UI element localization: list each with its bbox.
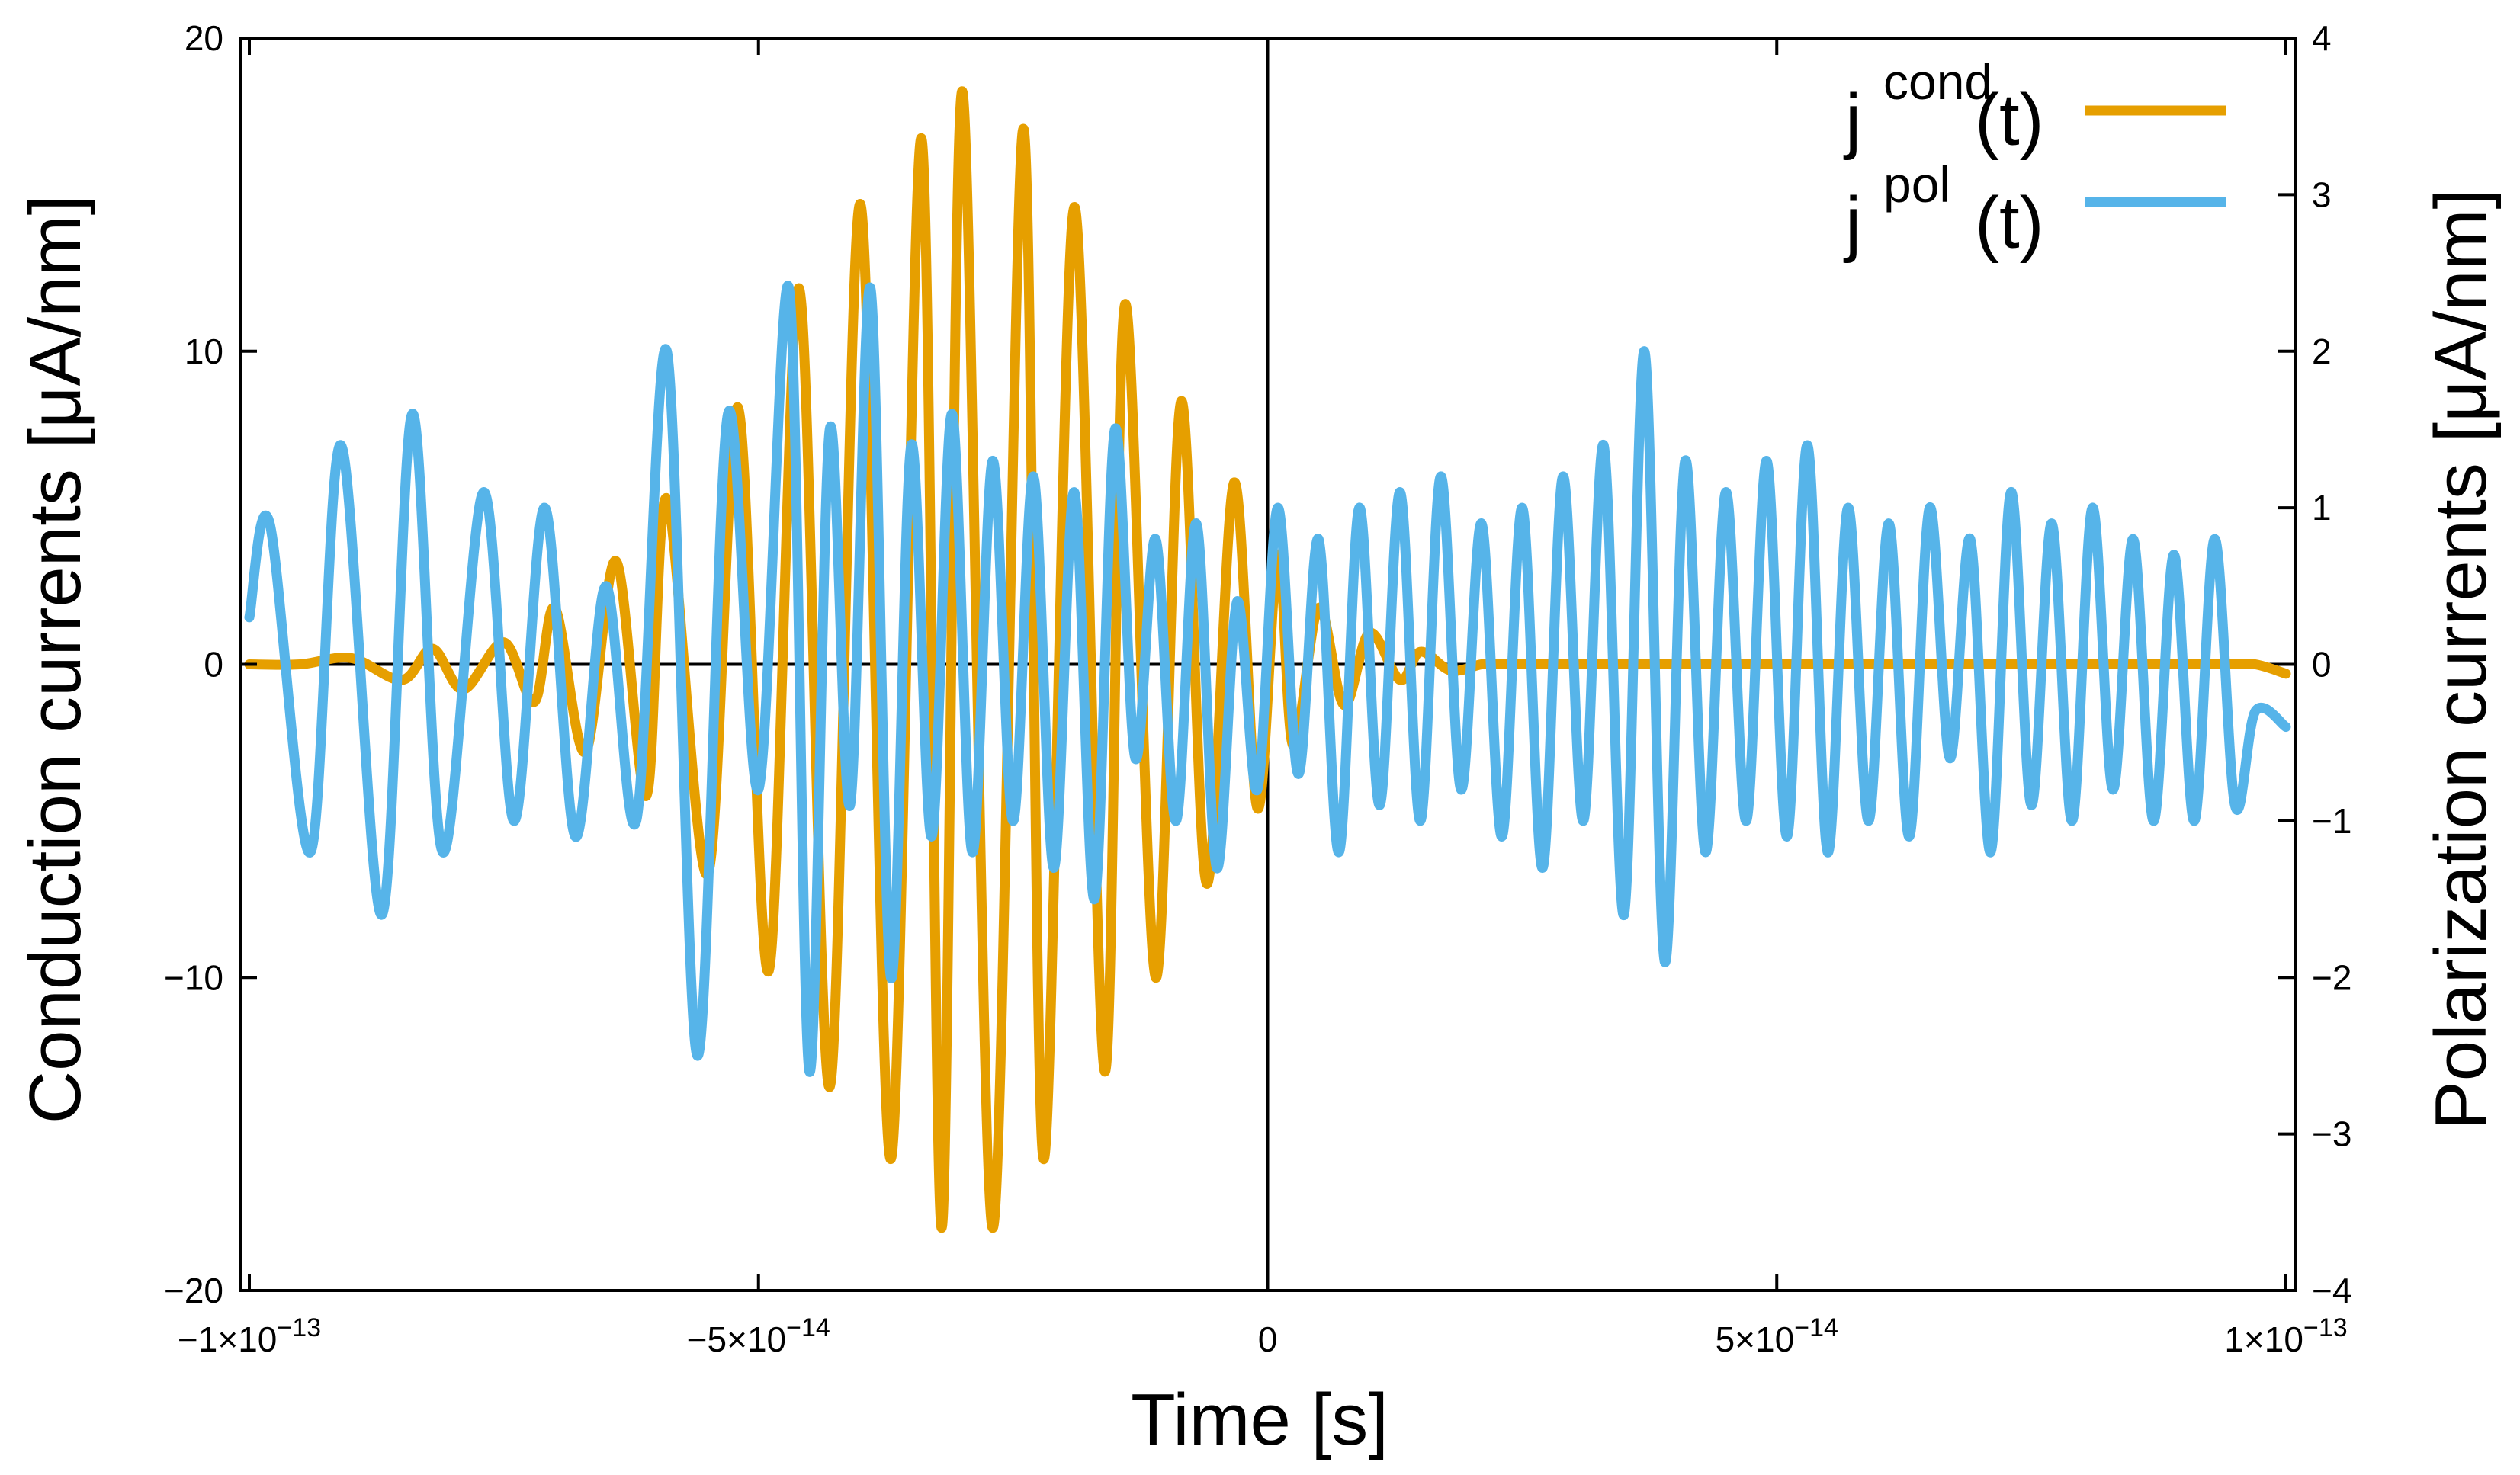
series-line-pol [244,281,2291,1077]
series-layer [244,86,2291,1233]
y-right-tick-label: 2 [2312,332,2332,371]
series-line-cond [244,86,2291,1233]
x-axis-title: Time [s] [1131,1379,1388,1461]
y-right-tick-label: −4 [2312,1271,2351,1310]
legend-label-sup: cond [1883,53,1992,110]
y-left-tick-label: 10 [185,332,223,371]
legend-label-sup: pol [1883,156,1950,213]
legend-label-base: j [1843,79,1861,161]
legend-label-suffix: (t) [1975,79,2044,161]
legend-label-suffix: (t) [1975,182,2044,264]
x-tick-label: 0 [1258,1319,1278,1359]
legend-label-base: j [1843,182,1861,264]
y-left-tick-label: −20 [164,1271,223,1310]
y-right-tick-label: 3 [2312,175,2332,214]
y-left-tick-label: 20 [185,18,223,58]
x-tick-label: −5×10−14 [687,1313,830,1359]
y-right-tick-label: 1 [2312,488,2332,527]
ticks: −1×10−13 −5×10−14 0 5×10−14 1×10−13−20−10010… [164,18,2351,1359]
y-left-tick-label: −10 [164,957,223,997]
x-tick-label: −1×10−13 [178,1313,321,1359]
y-left-axis-title: Conduction currents [μA/nm] [14,195,96,1124]
x-tick-label: 1×10−13 [2224,1313,2347,1359]
x-tick-label: 5×10−14 [1716,1313,1838,1359]
y-right-tick-label: 4 [2312,18,2332,58]
y-right-axis-title: Polarization currents [μA/nm] [2420,189,2502,1130]
y-right-tick-label: 0 [2312,645,2332,685]
y-right-tick-label: −2 [2312,957,2351,997]
y-left-tick-label: 0 [204,645,223,685]
y-right-tick-label: −3 [2312,1114,2351,1154]
legend: j cond(t)j pol (t) [1843,53,2226,264]
y-right-tick-label: −1 [2312,801,2351,841]
